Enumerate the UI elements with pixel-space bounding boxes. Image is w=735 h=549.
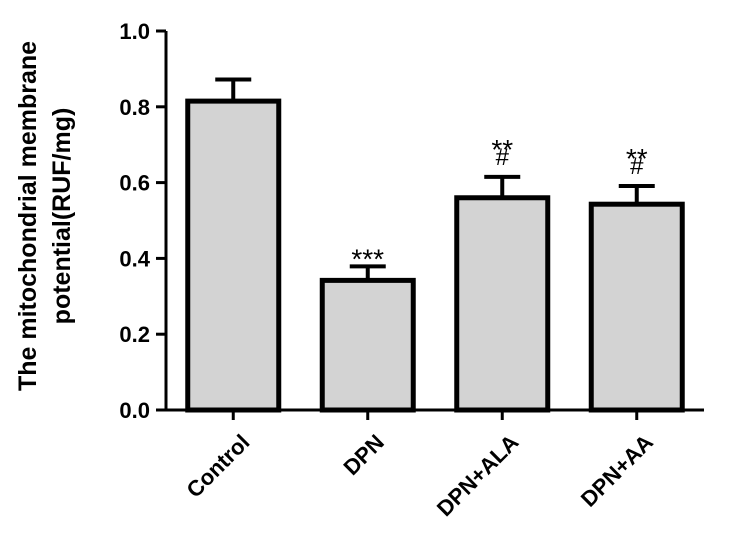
y-axis-title: The mitochondrial membrane potential(RUF…: [14, 41, 76, 391]
y-axis-title-line-1: The mitochondrial membrane: [14, 41, 42, 391]
y-axis-title-line-2: potential(RUF/mg): [48, 108, 76, 325]
y-tick-label: 1.0: [119, 19, 150, 44]
x-tick-label: Control: [181, 430, 254, 503]
y-tick-label: 0.6: [119, 171, 150, 196]
y-tick-label: 0.2: [119, 322, 150, 347]
bar-dpn-ala: [454, 195, 551, 413]
x-tick-label: DPN: [338, 430, 389, 481]
significance-annotation: ***: [351, 243, 384, 274]
x-tick-label: DPN+ALA: [432, 429, 524, 521]
x-tick-label: DPN+AA: [576, 429, 658, 511]
error-bars: [215, 77, 655, 281]
significance-annotation: **: [626, 143, 648, 174]
y-tick-label: 0.8: [119, 95, 150, 120]
y-tick-label: 0.0: [119, 398, 150, 423]
bar-control: [185, 98, 282, 413]
x-tick-labels: Control DPN DPN+ALA DPN+AA: [181, 410, 658, 521]
y-tick-label: 0.4: [119, 246, 150, 271]
hash-annotation: #: [630, 153, 644, 180]
bar-dpn-aa: [588, 201, 685, 413]
significance-annotation: **: [491, 134, 513, 165]
bar-dpn: [319, 277, 416, 413]
y-ticks: 0.0 0.2 0.4 0.6 0.8 1.0: [119, 19, 166, 423]
hash-annotation: #: [496, 144, 510, 171]
bars: [185, 98, 685, 413]
significance-annotations: ***#**#**: [351, 134, 647, 274]
